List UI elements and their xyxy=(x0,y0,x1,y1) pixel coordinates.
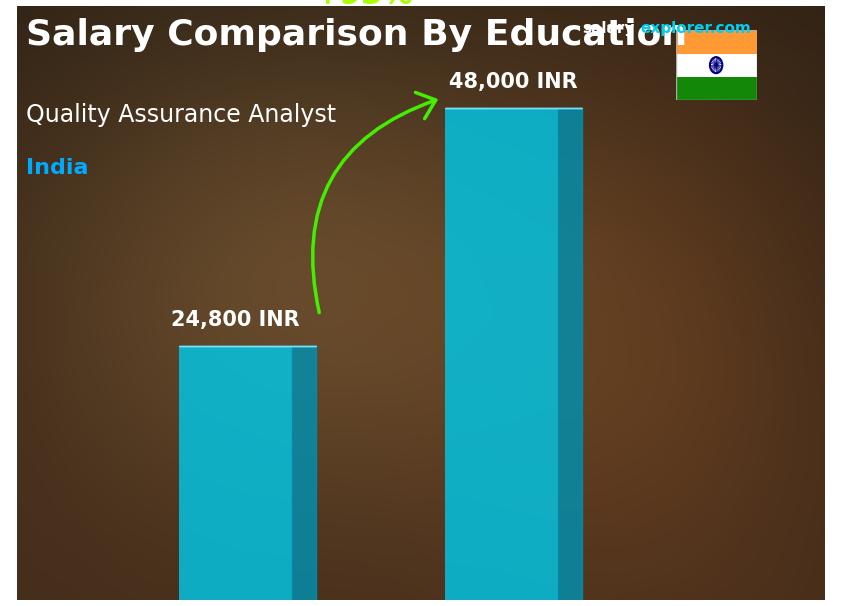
Text: Quality Assurance Analyst: Quality Assurance Analyst xyxy=(26,103,336,127)
Bar xyxy=(445,108,558,600)
Polygon shape xyxy=(292,346,315,600)
Text: 48,000 INR: 48,000 INR xyxy=(450,72,578,92)
FancyArrowPatch shape xyxy=(313,93,436,313)
Circle shape xyxy=(715,64,717,67)
Polygon shape xyxy=(558,108,582,600)
Bar xyxy=(178,346,292,600)
Text: salary: salary xyxy=(582,21,635,36)
Text: explorer.com: explorer.com xyxy=(640,21,751,36)
Text: +93%: +93% xyxy=(314,0,414,10)
Text: Salary Comparison By Education: Salary Comparison By Education xyxy=(26,18,687,52)
Bar xyxy=(676,53,756,77)
Text: 24,800 INR: 24,800 INR xyxy=(171,310,299,330)
Text: India: India xyxy=(26,158,88,178)
Text: Average Monthly Salary: Average Monthly Salary xyxy=(827,285,837,418)
Bar xyxy=(676,77,756,100)
Bar xyxy=(676,30,756,53)
